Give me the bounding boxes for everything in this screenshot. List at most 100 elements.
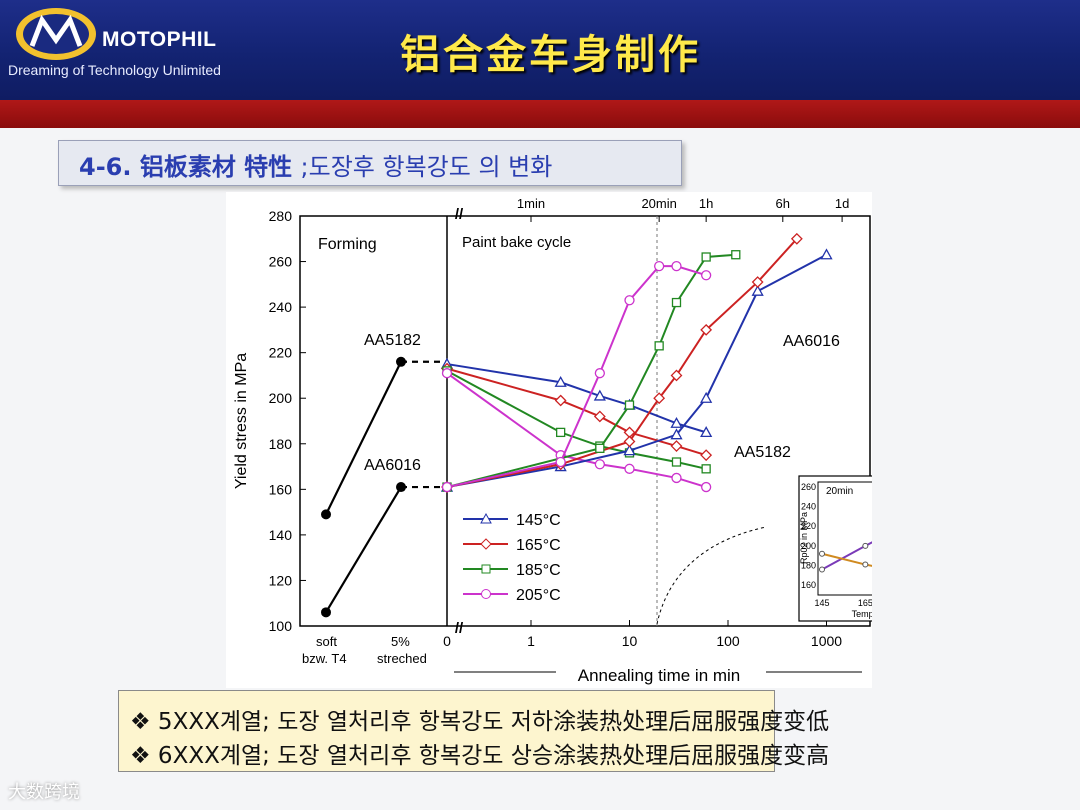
data-point	[653, 392, 666, 405]
data-point	[624, 295, 635, 306]
x-tick-label: 10	[622, 633, 638, 649]
data-point	[595, 443, 605, 453]
data-point	[594, 368, 605, 379]
series-line-AA5182-165°C	[446, 367, 707, 457]
data-point	[594, 459, 605, 470]
y-tick-label: 240	[269, 299, 293, 315]
inset-line-AA5182	[821, 552, 872, 567]
x-tick-label: 100	[716, 633, 740, 649]
inset-leader-line	[656, 526, 767, 625]
data-point	[654, 260, 665, 272]
data-point	[593, 410, 606, 423]
forming-series-label: AA5182	[364, 332, 421, 349]
forming-tick-label: 5%	[391, 634, 410, 649]
data-point	[670, 428, 683, 440]
series-line-AA5182-205°C	[446, 372, 707, 489]
section-heading: 4-6. 铝板素材 特性 ;도장후 항복강도 의 변화	[58, 140, 682, 186]
series-line-AA5182-185°C	[446, 370, 707, 470]
inset-y-tick-label: 260	[801, 482, 816, 492]
y-axis-title: Yield stress in MPa	[233, 353, 250, 489]
y-tick-label: 200	[269, 390, 293, 406]
forming-line-AA6016	[325, 486, 402, 613]
data-point	[751, 276, 764, 288]
y-tick-label: 260	[269, 254, 293, 270]
inset-y-tick-label: 180	[801, 561, 816, 571]
forming-tick-label: soft	[316, 634, 337, 649]
forming-label: Forming	[318, 236, 377, 253]
x-tick-label: 0	[443, 633, 451, 649]
y-tick-label: 220	[269, 345, 293, 361]
brand-tagline: Dreaming of Technology Unlimited	[8, 62, 221, 78]
note-6xxx: ❖ 6XXX계열; 도장 열처리후 항복강도 상승涂装热处理后屈服强度变高	[130, 743, 830, 769]
data-point	[700, 426, 713, 438]
data-point	[700, 449, 713, 462]
inset-y-tick-label: 220	[801, 521, 816, 531]
data-point	[441, 481, 453, 493]
forming-point-AA5182	[321, 509, 331, 520]
y-tick-label: 140	[269, 527, 293, 543]
forming-tick-label: streched	[377, 651, 427, 666]
forming-series-label: AA6016	[364, 457, 421, 474]
motophil-logo	[16, 8, 96, 60]
notes-box	[118, 690, 775, 772]
paint-bake-label: Paint bake cycle	[462, 234, 571, 251]
series-line-AA5182-145°C	[446, 363, 707, 434]
data-point	[671, 457, 682, 467]
data-point	[654, 341, 664, 351]
legend-label: 145°C	[516, 512, 561, 529]
x-tick-label: 1000	[811, 633, 842, 649]
data-point	[623, 435, 636, 448]
data-point	[671, 260, 682, 272]
data-point	[624, 463, 635, 474]
y-tick-label: 120	[269, 572, 293, 588]
data-point	[700, 323, 713, 336]
annotation-aa5182: AA5182	[734, 444, 791, 461]
data-point	[554, 394, 567, 407]
data-point	[554, 375, 567, 387]
legend-label: 205°C	[516, 587, 561, 604]
legend-marker	[481, 589, 491, 599]
inset-line-AA6016	[821, 541, 872, 571]
brand-name: MOTOPHIL	[102, 28, 217, 51]
data-point	[555, 456, 566, 468]
data-point	[700, 391, 713, 403]
legend-label: 165°C	[516, 537, 561, 554]
data-point	[790, 232, 803, 245]
data-point	[820, 248, 833, 260]
section-heading-bold: 4-6. 铝板素材 特性	[79, 153, 293, 181]
x-tick-label: 1	[527, 633, 535, 649]
inset-title: 20min	[826, 486, 853, 497]
legend-marker	[480, 512, 492, 524]
inset-point	[862, 561, 869, 568]
forming-tick-label: bzw. T4	[302, 651, 347, 666]
header-accent-bar	[0, 100, 1080, 128]
annotation-aa6016: AA6016	[783, 333, 840, 350]
data-point	[700, 270, 712, 281]
inset-plot-frame	[817, 481, 872, 596]
legend-marker	[480, 538, 492, 550]
top-tick-label: 1min	[517, 196, 545, 211]
data-point	[623, 444, 636, 456]
data-point	[671, 472, 682, 484]
inset-point	[819, 566, 825, 573]
x-axis-title: Annealing time in min	[578, 666, 741, 685]
data-point	[556, 427, 566, 438]
data-point	[671, 297, 682, 308]
data-point	[670, 440, 683, 452]
data-point	[670, 369, 683, 382]
y-tick-label: 100	[269, 618, 293, 634]
plot-frame	[299, 215, 871, 627]
inset-x-tick-label: 145	[814, 598, 829, 608]
header-bar	[0, 0, 1080, 100]
top-tick-label: 1h	[699, 196, 713, 211]
data-point	[701, 252, 711, 262]
watermark: 大数跨境	[8, 782, 80, 803]
data-point	[731, 250, 741, 260]
data-point	[593, 389, 606, 401]
y-tick-label: 180	[269, 436, 293, 452]
legend-marker	[481, 564, 491, 574]
axis-break-top: //	[455, 206, 464, 223]
series-line-AA6016-165°C	[446, 238, 798, 489]
data-point	[441, 368, 453, 379]
top-tick-label: 6h	[776, 196, 790, 211]
